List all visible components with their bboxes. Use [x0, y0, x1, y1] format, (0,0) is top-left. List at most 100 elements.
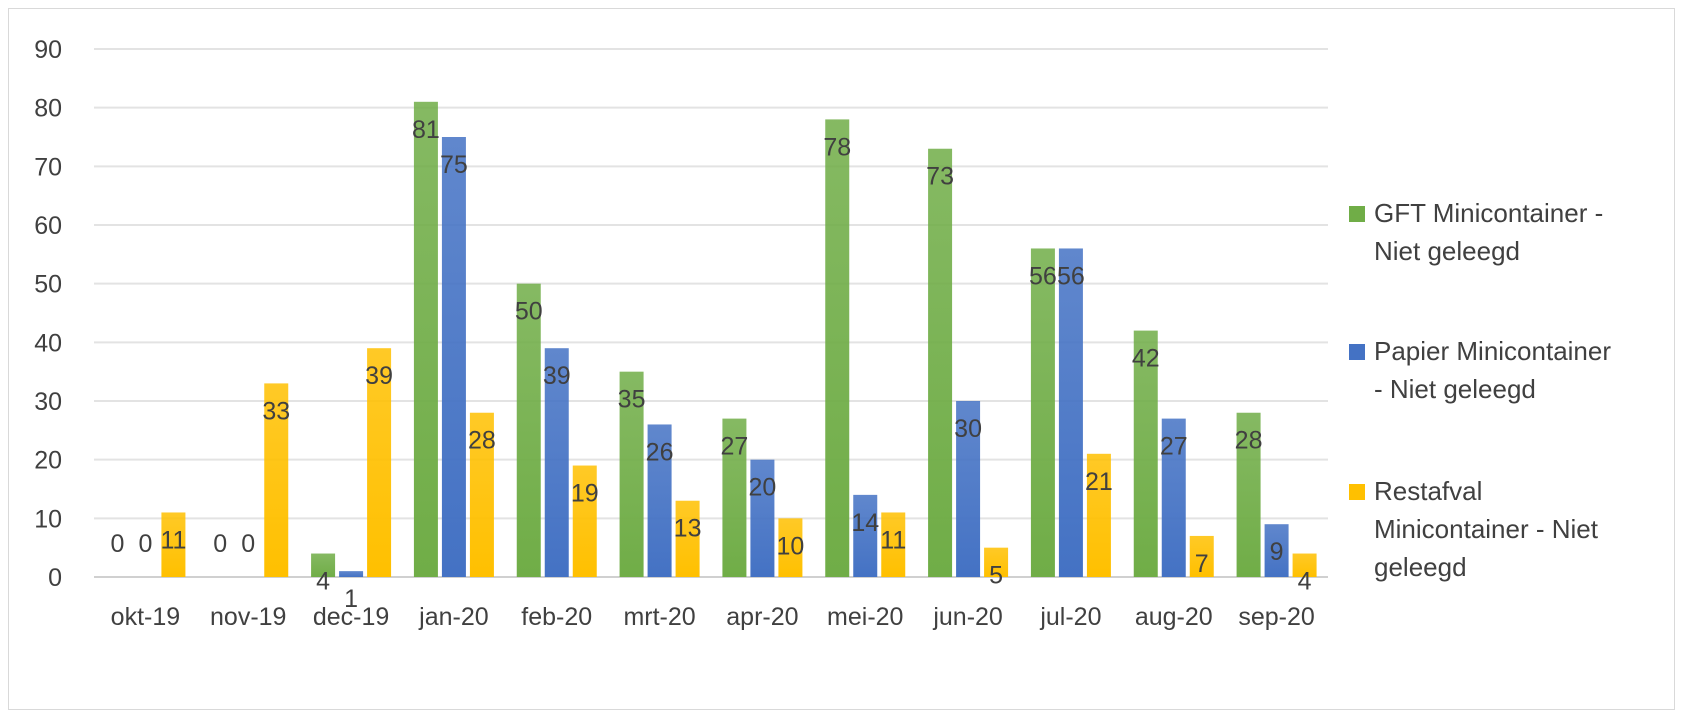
y-tick-label: 40: [34, 329, 62, 357]
bar: [469, 412, 494, 577]
data-label: 14: [851, 509, 879, 537]
bar: [675, 500, 700, 577]
y-axis-ticks: 0 10 20 30 40 50 60 70 80 90: [34, 36, 62, 592]
x-tick-label: feb-20: [521, 603, 592, 631]
legend-label: geleegd: [1374, 552, 1467, 582]
bar: [825, 119, 850, 578]
data-label: 42: [1132, 345, 1160, 373]
x-tick-label: sep-20: [1238, 603, 1314, 631]
x-tick-label: jun-20: [932, 603, 1003, 631]
data-label: 27: [721, 433, 749, 461]
data-label: 11: [160, 526, 186, 554]
data-label: 75: [440, 151, 468, 179]
data-label: 35: [618, 386, 646, 414]
data-label: 0: [110, 530, 124, 558]
data-label: 7: [1195, 550, 1209, 578]
x-tick-label: nov-19: [210, 603, 286, 631]
bar: [264, 383, 289, 577]
x-tick-label: apr-20: [726, 603, 798, 631]
legend-label: - Niet geleegd: [1374, 374, 1536, 404]
legend-label: Minicontainer - Niet: [1374, 514, 1599, 544]
data-label: 81: [412, 116, 440, 144]
data-label: 30: [954, 415, 982, 443]
bar: [311, 553, 336, 577]
data-label: 27: [1160, 433, 1188, 461]
data-labels: 0 0 11 0 03341398175285039193526132720107814…: [110, 116, 1311, 613]
legend-label: Niet geleegd: [1374, 236, 1520, 266]
bar: [778, 518, 803, 577]
bar: [853, 494, 878, 577]
legend-label: GFT Minicontainer -: [1374, 198, 1603, 228]
data-label: 5: [989, 562, 1003, 590]
data-label: 11: [880, 526, 906, 554]
y-tick-label: 20: [34, 447, 62, 475]
y-tick-label: 70: [34, 153, 62, 181]
bar: [750, 459, 775, 577]
data-label: 0: [241, 530, 255, 558]
bar: [572, 465, 597, 577]
gridlines: [94, 48, 1328, 578]
data-label: 56: [1029, 262, 1057, 290]
y-tick-label: 50: [34, 271, 62, 299]
y-tick-label: 10: [34, 505, 62, 533]
bar: [1236, 412, 1261, 577]
data-label: 56: [1057, 262, 1085, 290]
bar: [1189, 535, 1214, 577]
data-label: 21: [1085, 468, 1113, 496]
x-axis-ticks: okt-19 nov-19 dec-19 jan-20 feb-20 mrt-20 apr-…: [111, 603, 1315, 631]
bar: [413, 101, 438, 578]
bar: [1133, 330, 1158, 577]
bar: [441, 137, 466, 577]
data-label: 73: [926, 163, 954, 191]
x-tick-label: mei-20: [827, 603, 903, 631]
bar: [1161, 418, 1186, 577]
data-label: 20: [749, 474, 777, 502]
data-label: 1: [344, 585, 358, 613]
data-label: 50: [515, 298, 543, 326]
x-tick-label: mrt-20: [623, 603, 695, 631]
bar: [161, 512, 186, 577]
y-tick-label: 90: [34, 36, 62, 64]
data-label: 9: [1270, 538, 1284, 566]
bar: [339, 571, 364, 577]
x-tick-label: okt-19: [111, 603, 180, 631]
bar: [1086, 453, 1111, 577]
bar: [619, 371, 644, 577]
bar: [1264, 524, 1289, 577]
bar: [881, 512, 906, 577]
y-tick-label: 80: [34, 95, 62, 123]
legend-label: Restafval: [1374, 476, 1482, 506]
bar: [647, 424, 672, 577]
bar: [1292, 553, 1317, 577]
data-label: 39: [365, 362, 393, 390]
bar: [956, 401, 981, 577]
bar: [544, 348, 569, 577]
bar: [984, 547, 1009, 577]
data-label: 39: [543, 362, 571, 390]
data-label: 28: [468, 427, 496, 455]
bar: [1030, 248, 1055, 577]
bar: [516, 283, 541, 577]
data-label: 4: [1298, 568, 1312, 596]
x-tick-label: aug-20: [1135, 603, 1213, 631]
bar: [367, 348, 392, 577]
bar: [722, 418, 747, 577]
legend-label: Papier Minicontainer: [1374, 336, 1611, 366]
y-tick-label: 30: [34, 388, 62, 416]
data-label: 10: [777, 532, 805, 560]
legend-swatch: [1349, 344, 1365, 360]
data-label: 78: [823, 133, 851, 161]
bar: [928, 148, 953, 577]
data-label: 19: [571, 480, 599, 508]
y-tick-label: 0: [48, 564, 62, 592]
bars: [161, 101, 1317, 578]
data-label: 0: [138, 530, 152, 558]
data-label: 28: [1235, 427, 1263, 455]
data-label: 33: [262, 397, 290, 425]
bar: [1058, 248, 1083, 577]
x-tick-label: jul-20: [1039, 603, 1101, 631]
legend-swatch: [1349, 484, 1365, 500]
x-tick-label: jan-20: [418, 603, 489, 631]
legend: GFT Minicontainer - Niet geleegd Papier Mi…: [1349, 198, 1611, 582]
